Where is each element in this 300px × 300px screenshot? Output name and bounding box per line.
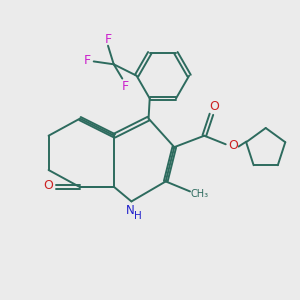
Text: O: O	[228, 139, 238, 152]
Text: F: F	[122, 80, 129, 93]
Text: H: H	[134, 211, 142, 221]
Text: CH₃: CH₃	[191, 189, 209, 199]
Text: N: N	[126, 204, 134, 217]
Text: O: O	[43, 178, 53, 192]
Text: F: F	[104, 33, 112, 46]
Text: O: O	[209, 100, 219, 113]
Text: F: F	[84, 53, 91, 67]
